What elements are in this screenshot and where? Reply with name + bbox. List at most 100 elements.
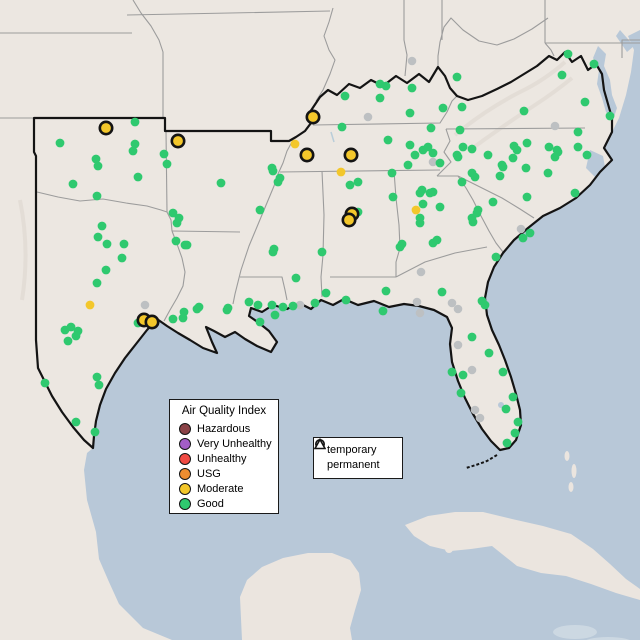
monitor-good[interactable] — [519, 106, 529, 116]
monitor-good[interactable] — [253, 300, 263, 310]
monitor-good[interactable] — [275, 173, 285, 183]
monitor-good[interactable] — [589, 59, 599, 69]
monitor-inactive[interactable] — [140, 300, 150, 310]
monitor-good[interactable] — [438, 103, 448, 113]
monitor-good[interactable] — [405, 108, 415, 118]
monitor-inactive[interactable] — [550, 121, 560, 131]
monitor-inactive[interactable] — [412, 297, 422, 307]
monitor-good[interactable] — [244, 297, 254, 307]
monitor-inactive[interactable] — [416, 267, 426, 277]
monitor-good[interactable] — [101, 265, 111, 275]
monitor-inactive[interactable] — [407, 56, 417, 66]
monitor-good[interactable] — [71, 331, 81, 341]
monitor-good[interactable] — [477, 296, 487, 306]
monitor-good[interactable] — [55, 138, 65, 148]
monitor-good[interactable] — [522, 138, 532, 148]
monitor-good[interactable] — [456, 388, 466, 398]
monitor-good[interactable] — [92, 372, 102, 382]
monitor-good[interactable] — [495, 171, 505, 181]
monitor-good[interactable] — [381, 286, 391, 296]
monitor-good[interactable] — [66, 322, 76, 332]
monitor-good[interactable] — [216, 178, 226, 188]
monitor-inactive[interactable] — [415, 308, 425, 318]
monitor-good[interactable] — [194, 302, 204, 312]
monitor-good[interactable] — [102, 239, 112, 249]
monitor-inactive[interactable] — [453, 304, 463, 314]
monitor-good[interactable] — [383, 135, 393, 145]
monitor-good[interactable] — [222, 305, 232, 315]
monitor-good[interactable] — [458, 370, 468, 380]
monitor-inactive[interactable] — [428, 157, 438, 167]
monitor-good[interactable] — [162, 159, 172, 169]
monitor-good[interactable] — [93, 232, 103, 242]
monitor-moderate-temporary[interactable] — [305, 109, 321, 125]
monitor-good[interactable] — [345, 180, 355, 190]
monitor-good[interactable] — [522, 192, 532, 202]
monitor-good[interactable] — [435, 202, 445, 212]
monitor-good[interactable] — [498, 367, 508, 377]
monitor-good[interactable] — [513, 417, 523, 427]
monitor-good[interactable] — [410, 150, 420, 160]
monitor-good[interactable] — [550, 152, 560, 162]
monitor-good[interactable] — [428, 148, 438, 158]
monitor-good[interactable] — [378, 306, 388, 316]
monitor-good[interactable] — [403, 160, 413, 170]
monitor-good[interactable] — [117, 253, 127, 263]
monitor-good[interactable] — [68, 179, 78, 189]
monitor-good[interactable] — [337, 122, 347, 132]
monitor-good[interactable] — [405, 140, 415, 150]
monitor-good[interactable] — [395, 242, 405, 252]
monitor-good[interactable] — [570, 188, 580, 198]
monitor-good[interactable] — [455, 125, 465, 135]
monitor-good[interactable] — [582, 150, 592, 160]
monitor-moderate-permanent[interactable] — [290, 139, 300, 149]
monitor-good[interactable] — [557, 70, 567, 80]
monitor-good[interactable] — [508, 153, 518, 163]
monitor-good[interactable] — [488, 197, 498, 207]
monitor-good[interactable] — [278, 302, 288, 312]
monitor-good[interactable] — [179, 307, 189, 317]
monitor-good[interactable] — [310, 298, 320, 308]
monitor-good[interactable] — [525, 228, 535, 238]
monitor-good[interactable] — [92, 278, 102, 288]
monitor-good[interactable] — [521, 163, 531, 173]
monitor-good[interactable] — [90, 427, 100, 437]
monitor-good[interactable] — [321, 288, 331, 298]
monitor-good[interactable] — [510, 428, 520, 438]
monitor-moderate-temporary[interactable] — [144, 314, 160, 330]
monitor-good[interactable] — [470, 172, 480, 182]
monitor-good[interactable] — [573, 127, 583, 137]
monitor-good[interactable] — [418, 199, 428, 209]
monitor-good[interactable] — [128, 146, 138, 156]
monitor-good[interactable] — [467, 332, 477, 342]
monitor-good[interactable] — [605, 111, 615, 121]
monitor-good[interactable] — [381, 81, 391, 91]
monitor-inactive[interactable] — [475, 413, 485, 423]
monitor-good[interactable] — [501, 404, 511, 414]
monitor-good[interactable] — [508, 392, 518, 402]
monitor-good[interactable] — [97, 221, 107, 231]
monitor-inactive[interactable] — [516, 224, 526, 234]
monitor-good[interactable] — [502, 438, 512, 448]
monitor-good[interactable] — [483, 150, 493, 160]
monitor-good[interactable] — [92, 191, 102, 201]
monitor-good[interactable] — [387, 168, 397, 178]
monitor-good[interactable] — [484, 348, 494, 358]
monitor-good[interactable] — [415, 188, 425, 198]
monitor-good[interactable] — [130, 117, 140, 127]
monitor-moderate-temporary[interactable] — [341, 212, 357, 228]
monitor-good[interactable] — [268, 247, 278, 257]
monitor-good[interactable] — [388, 192, 398, 202]
monitor-good[interactable] — [267, 300, 277, 310]
monitor-good[interactable] — [573, 142, 583, 152]
monitor-good[interactable] — [159, 149, 169, 159]
monitor-good[interactable] — [472, 208, 482, 218]
monitor-good[interactable] — [270, 310, 280, 320]
monitor-good[interactable] — [133, 172, 143, 182]
monitor-good[interactable] — [426, 123, 436, 133]
monitor-good[interactable] — [130, 139, 140, 149]
monitor-good[interactable] — [63, 336, 73, 346]
monitor-inactive[interactable] — [447, 298, 457, 308]
monitor-good[interactable] — [267, 163, 277, 173]
